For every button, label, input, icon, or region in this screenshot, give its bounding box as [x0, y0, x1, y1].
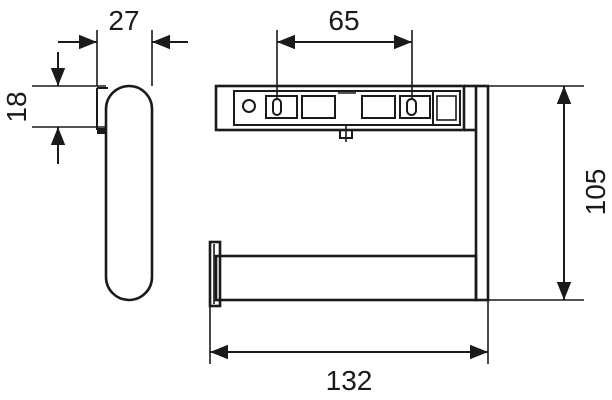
roll-bar-end-cap	[208, 240, 222, 308]
window-2	[361, 95, 396, 119]
front-view-end-cap-inner	[436, 95, 457, 121]
front-view-vertical-arm	[474, 84, 490, 302]
side-view-clip	[97, 128, 105, 134]
front-view-end-cap	[432, 90, 461, 126]
dim-27-label: 27	[108, 5, 139, 36]
mount-slot-left-frame	[265, 95, 298, 119]
side-view-body	[104, 84, 154, 302]
dim-18-label: 18	[1, 91, 32, 122]
mount-slot-right-frame	[399, 95, 431, 119]
dim-105-label: 105	[580, 169, 611, 216]
dim-132-label: 132	[326, 365, 373, 396]
dimension-105: 105	[488, 85, 611, 301]
front-view	[208, 84, 490, 308]
dimension-65: 65	[276, 5, 413, 100]
screw-hole-round	[242, 99, 256, 113]
dim-65-label: 65	[328, 5, 359, 36]
front-view-roll-bar	[214, 254, 478, 302]
mount-slot-left	[272, 98, 282, 116]
dimension-27: 27	[58, 5, 188, 86]
side-view	[96, 84, 154, 302]
dimension-132: 132	[209, 300, 489, 396]
dimension-18: 18	[1, 52, 106, 164]
window-1	[301, 95, 336, 119]
mount-slot-right	[406, 98, 417, 116]
